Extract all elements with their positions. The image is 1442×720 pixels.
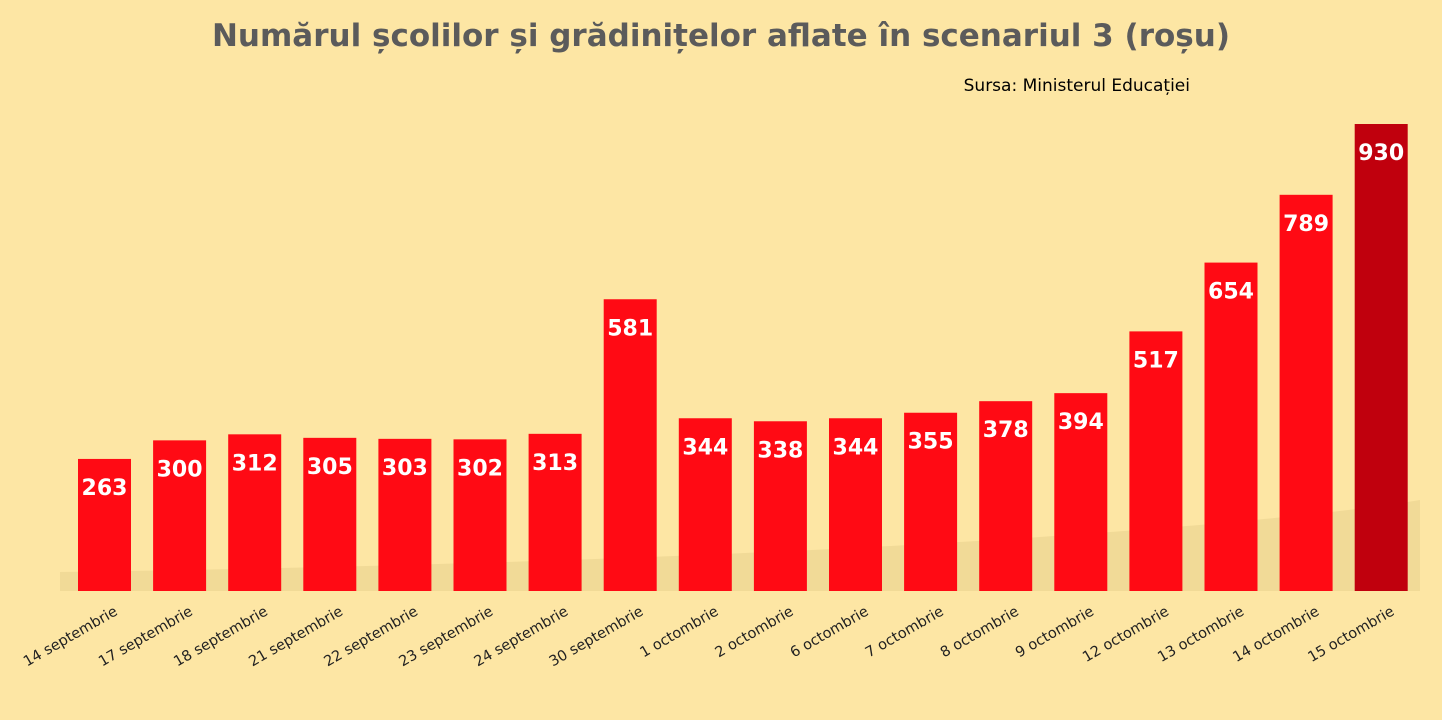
data-label-16: 789 — [1283, 212, 1329, 237]
data-label-7: 581 — [607, 316, 653, 341]
data-label-5: 302 — [457, 456, 503, 481]
bar-13 — [1054, 393, 1108, 591]
chart-title: Numărul școlilor și grădinițelor aflate … — [211, 18, 1230, 54]
data-label-10: 344 — [833, 435, 879, 460]
data-label-1: 300 — [157, 457, 203, 482]
bar-0 — [78, 458, 131, 591]
data-label-3: 305 — [307, 455, 353, 480]
bar-17 — [1354, 124, 1408, 591]
data-label-4: 303 — [382, 456, 428, 481]
bar-16 — [1279, 194, 1333, 591]
bar-10 — [829, 418, 882, 591]
bar-7 — [603, 299, 657, 591]
data-label-6: 313 — [532, 451, 578, 476]
bar-2 — [228, 434, 282, 591]
x-tick-label-11: 7 octombrie — [863, 604, 947, 662]
data-label-0: 263 — [82, 476, 128, 501]
bar-5 — [453, 439, 507, 591]
data-label-8: 344 — [682, 435, 728, 460]
bar-1 — [153, 440, 207, 591]
x-tick-label-12: 8 octombrie — [938, 604, 1022, 662]
data-label-13: 394 — [1058, 410, 1104, 435]
x-tick-label-10: 6 octombrie — [788, 604, 872, 662]
data-label-2: 312 — [232, 451, 278, 476]
bar-15 — [1204, 262, 1258, 591]
data-label-14: 517 — [1133, 348, 1179, 373]
data-label-9: 338 — [757, 438, 803, 463]
chart-subtitle: Sursa: Ministerul Educației — [963, 76, 1190, 96]
bar-3 — [303, 437, 357, 591]
data-label-15: 654 — [1208, 280, 1254, 305]
data-label-11: 355 — [908, 430, 954, 455]
data-label-12: 378 — [983, 418, 1029, 443]
bar-14 — [1129, 331, 1183, 591]
bar-11 — [904, 412, 958, 591]
x-tick-label-9: 2 octombrie — [713, 604, 797, 662]
bar-12 — [979, 401, 1033, 591]
bar-6 — [528, 433, 582, 591]
bar-8 — [678, 418, 732, 591]
x-tick-label-8: 1 octombrie — [638, 604, 722, 662]
data-label-17: 930 — [1358, 141, 1404, 166]
bar-4 — [378, 438, 432, 591]
bar-9 — [753, 421, 807, 591]
